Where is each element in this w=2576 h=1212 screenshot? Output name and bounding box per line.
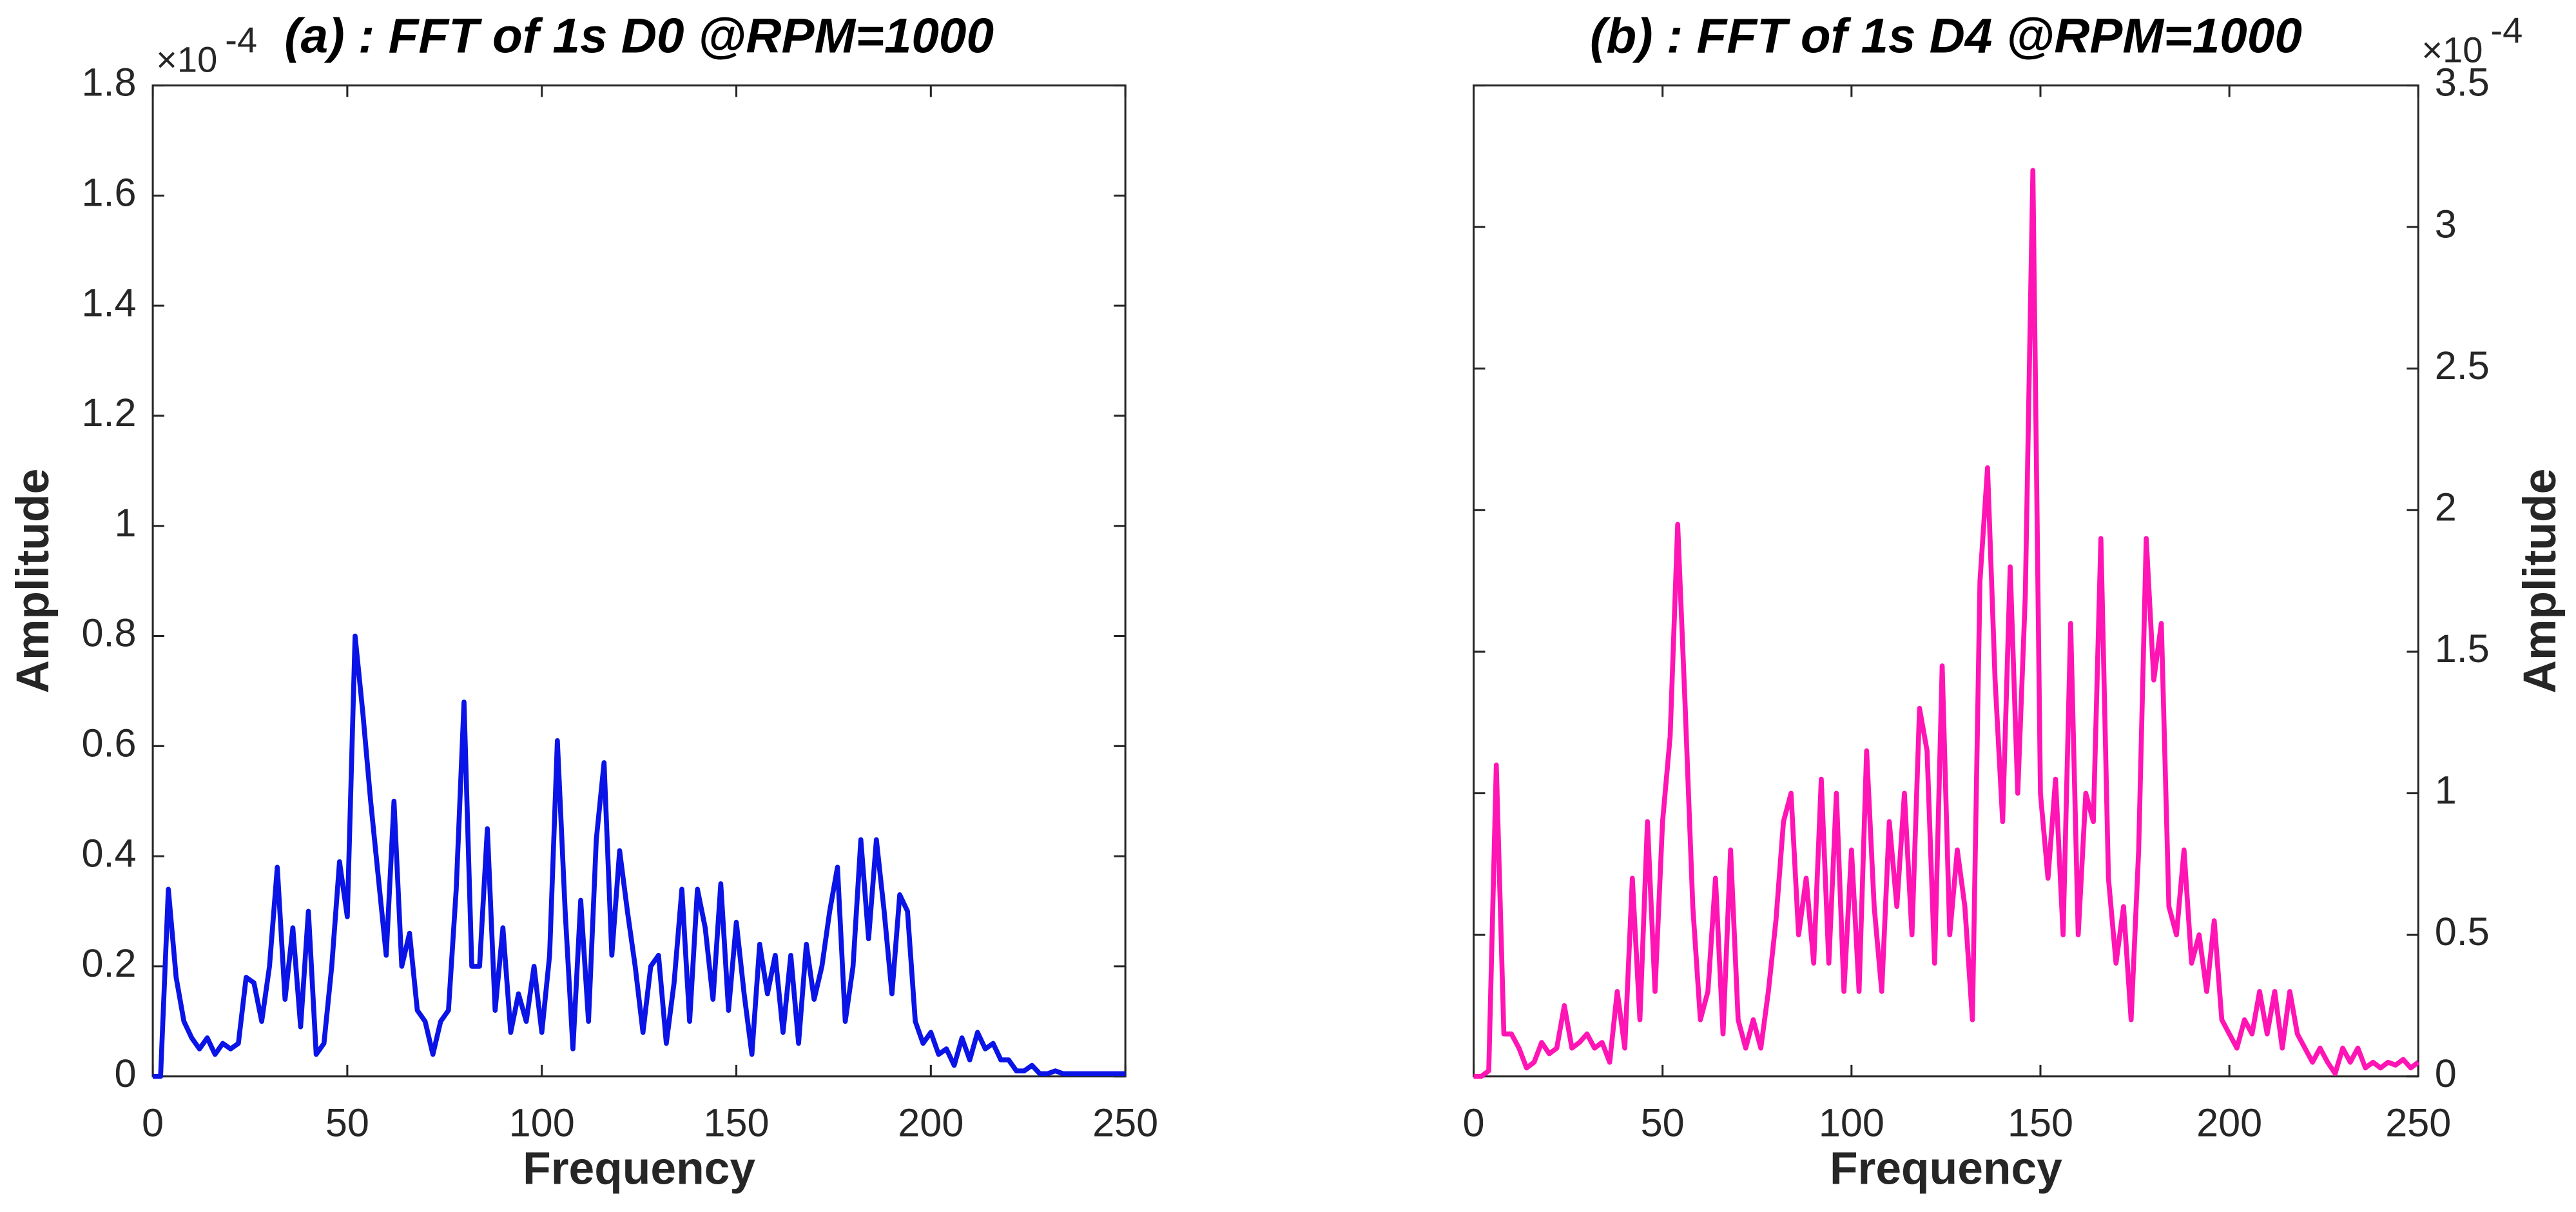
y-tick-label: 0 (2435, 1051, 2457, 1095)
y-tick-label: 3 (2435, 202, 2457, 246)
y-axis-label: Amplitude (7, 469, 59, 694)
y-multiplier-base: ×10 (156, 39, 217, 80)
x-tick-label: 100 (1819, 1100, 1884, 1144)
y-multiplier-base: ×10 (2421, 29, 2483, 70)
y-tick-label: 1.2 (82, 391, 137, 435)
x-axis-label: Frequency (523, 1142, 755, 1194)
axes-box (151, 84, 1127, 1078)
y-tick-label: 0.8 (82, 611, 137, 655)
y-tick-label: 1 (115, 501, 137, 545)
y-tick-label: 1.8 (82, 61, 137, 104)
x-tick-label: 100 (509, 1100, 575, 1144)
y-tick-label: 0.2 (82, 941, 137, 985)
y-tick-label: 3.5 (2435, 61, 2490, 104)
data-line (153, 633, 1126, 1079)
y-tick-label: 1.5 (2435, 627, 2490, 670)
x-tick-label: 50 (325, 1100, 369, 1144)
y-tick-label: 0.5 (2435, 910, 2490, 953)
x-tick-label: 250 (2385, 1100, 2451, 1144)
y-tick-label: 0 (115, 1051, 137, 1095)
subplot: 0 50 100 150 200 250 0 0.2 0.4 0.6 0.8 1 1.2 1.4 1.6 1.… (7, 8, 1158, 1194)
y-tick-label: 1 (2435, 768, 2457, 812)
x-tick-label: 50 (1641, 1100, 1685, 1144)
chart-title: (b) : FFT of 1s D4 @RPM=1000 (1590, 8, 2302, 63)
y-tick-label: 1.6 (82, 171, 137, 215)
x-tick-label: 200 (898, 1100, 964, 1144)
x-tick-label: 150 (2008, 1100, 2073, 1144)
y-multiplier-exponent: -4 (225, 19, 257, 60)
x-tick-label: 150 (703, 1100, 769, 1144)
subplot: 0 50 100 150 200 250 0 0.5 1 1.5 2 2.5 3 3.5 (b) : FFT… (1463, 8, 2566, 1194)
chart-title: (a) : FFT of 1s D0 @RPM=1000 (284, 8, 994, 63)
y-axis-label: Amplitude (2514, 469, 2566, 694)
y-tick-label: 1.4 (82, 280, 137, 324)
y-tick-label: 0.6 (82, 721, 137, 765)
y-tick-label: 2.5 (2435, 344, 2490, 387)
y-multiplier-exponent: -4 (2490, 10, 2523, 50)
x-tick-label: 250 (1092, 1100, 1158, 1144)
y-tick-label: 2 (2435, 485, 2457, 529)
data-line (1473, 168, 2420, 1079)
y-tick-label: 0.4 (82, 831, 137, 875)
x-axis-label: Frequency (1830, 1142, 2062, 1194)
x-tick-label: 0 (142, 1100, 164, 1144)
axes-box (1473, 84, 2419, 1078)
x-tick-label: 200 (2196, 1100, 2262, 1144)
x-tick-label: 0 (1463, 1100, 1485, 1144)
